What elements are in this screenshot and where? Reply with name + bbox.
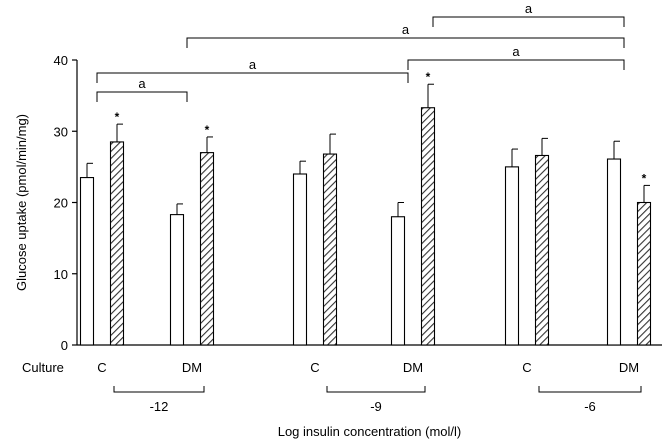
significance-brackets: a a a a a xyxy=(96,1,625,102)
insulin-group-label: -9 xyxy=(370,399,382,414)
y-axis-label: Glucose uptake (pmol/min/mg) xyxy=(14,114,29,291)
significance-star: * xyxy=(426,70,431,84)
culture-label: C xyxy=(97,360,106,375)
bar xyxy=(534,154,550,346)
culture-row-label: Culture xyxy=(22,360,64,375)
y-tick-label: 20 xyxy=(54,196,68,211)
bar xyxy=(606,158,622,346)
bar xyxy=(420,107,436,346)
significance-bracket-label: a xyxy=(512,44,520,59)
y-tick-label: 0 xyxy=(61,338,68,353)
insulin-group-bracket xyxy=(326,386,426,393)
bar xyxy=(199,152,215,346)
bar xyxy=(322,153,338,346)
significance-star: * xyxy=(115,110,120,124)
insulin-group-label: -12 xyxy=(150,399,169,414)
significance-bracket xyxy=(432,16,625,27)
significance-bracket xyxy=(96,91,188,102)
significance-bracket-label: a xyxy=(525,1,533,16)
culture-label: DM xyxy=(182,360,202,375)
bar xyxy=(390,216,406,346)
y-tick-label: 30 xyxy=(54,124,68,139)
significance-bracket-label: a xyxy=(249,57,257,72)
significance-star: * xyxy=(205,123,210,137)
bar xyxy=(292,173,308,346)
bars: * * * * xyxy=(79,70,652,346)
bar xyxy=(504,166,520,346)
insulin-group-bracket xyxy=(113,386,205,393)
significance-bracket xyxy=(407,59,625,70)
significance-bracket-label: a xyxy=(138,76,146,91)
culture-label: C xyxy=(522,360,531,375)
bar xyxy=(109,141,125,346)
significance-bracket xyxy=(96,72,409,83)
significance-star: * xyxy=(642,171,647,185)
insulin-group-bracket xyxy=(538,386,642,393)
y-tick-label: 10 xyxy=(54,267,68,282)
culture-label: DM xyxy=(403,360,423,375)
significance-bracket-label: a xyxy=(402,22,410,37)
bar xyxy=(169,214,185,346)
culture-label: DM xyxy=(619,360,639,375)
x-labels: Culture C DM -12 C DM -9 C DM -6 Log insulin conce… xyxy=(22,360,642,439)
y-tick-label: 40 xyxy=(54,53,68,68)
significance-bracket xyxy=(186,37,625,48)
culture-label: C xyxy=(310,360,319,375)
bar xyxy=(636,201,652,346)
insulin-group-label: -6 xyxy=(584,399,596,414)
bar xyxy=(79,177,95,346)
x-axis-label: Log insulin concentration (mol/l) xyxy=(278,424,462,439)
